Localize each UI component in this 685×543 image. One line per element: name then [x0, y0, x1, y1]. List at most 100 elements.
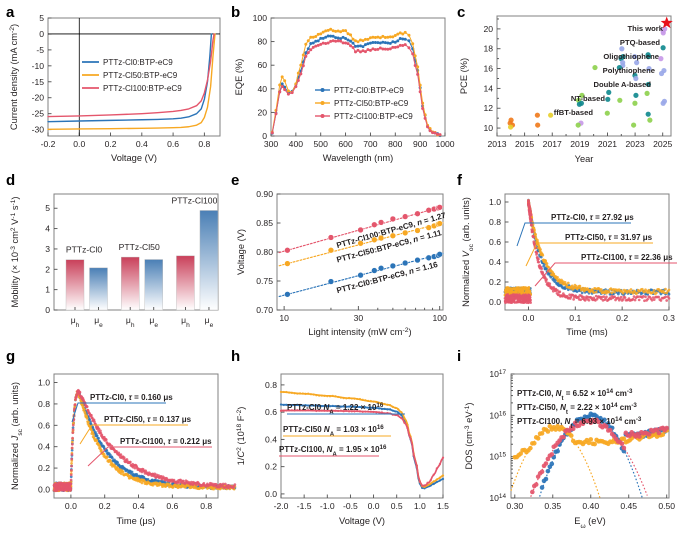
data-point: [570, 426, 576, 432]
data-point: [388, 408, 392, 411]
group-label: PTTz-Cl100: [172, 195, 218, 205]
data-point: [644, 90, 650, 96]
data-point-ring: [371, 221, 378, 228]
x-tick: 700: [363, 139, 378, 149]
data-point: [319, 32, 323, 36]
data-point: [72, 421, 75, 425]
data-point: [306, 47, 310, 51]
data-point: [426, 125, 430, 129]
data-point: [331, 404, 334, 408]
data-point: [441, 474, 445, 477]
tau-annotation: PTTz-Cl100, τ = 0.212 μs: [120, 437, 212, 446]
x-tick: 0.6: [166, 501, 178, 511]
data-point: [283, 79, 287, 83]
y-tick: 0.70: [256, 305, 273, 315]
data-point: [544, 280, 548, 283]
leader-elbow: [71, 402, 90, 423]
x-tick: 400: [289, 139, 304, 149]
data-point: [342, 410, 345, 413]
data-point: [633, 92, 639, 98]
data-point: [397, 414, 400, 417]
data-point: [320, 404, 323, 408]
data-point: [660, 45, 666, 51]
data-point: [507, 124, 514, 130]
data-point: [646, 65, 652, 72]
data-point: [366, 42, 370, 46]
data-point: [74, 398, 77, 402]
category-label: This work: [628, 24, 664, 33]
x-tick: 1000: [435, 139, 454, 149]
data-point: [324, 41, 328, 45]
data-point: [657, 295, 661, 299]
data-point: [334, 404, 337, 408]
data-point: [651, 291, 655, 294]
data-point: [383, 402, 386, 406]
data-point: [279, 403, 283, 406]
x-tick: 30: [354, 313, 364, 323]
nt-annotation: PTTz-Cl50, Nt = 2.22 × 1014 cm-3: [517, 402, 637, 416]
data-point: [293, 403, 296, 407]
data-point: [633, 75, 639, 82]
data-point-ring: [402, 229, 409, 237]
this-work-star: [660, 16, 673, 29]
data-point: [579, 298, 583, 302]
data-point: [280, 82, 284, 86]
data-point: [654, 427, 660, 432]
data-point: [351, 37, 355, 41]
plot-frame: [510, 373, 670, 499]
data-point: [337, 395, 340, 399]
data-point: [92, 433, 95, 436]
data-point: [432, 482, 435, 486]
data-point: [592, 291, 596, 295]
x-axis-label: Wavelength (nm): [323, 153, 393, 163]
y-tick: -25: [32, 109, 45, 119]
data-point: [658, 70, 665, 77]
data-point: [100, 448, 103, 452]
data-point: [70, 464, 73, 468]
data-point: [314, 39, 318, 43]
category-label: NT-based: [571, 94, 606, 103]
legend-label: PTTz-Cl50:BTP-eC9: [334, 99, 409, 108]
data-point: [421, 484, 424, 487]
data-point: [617, 97, 623, 103]
data-point: [337, 404, 340, 408]
x-tick: 2013: [487, 139, 506, 149]
tau-annotation: PTTz-Cl50, τ = 31.97 μs: [565, 233, 653, 242]
mobility-bar: [65, 259, 85, 311]
x-tick: 0.45: [620, 501, 637, 511]
data-point: [373, 48, 377, 52]
data-point: [282, 390, 285, 394]
data-point: [386, 47, 390, 51]
x-tick: 0.0: [65, 501, 77, 511]
panel-h-plot: -2.0 -1.5 -1.0 -0.5 0.0 0.5 1.0 1.5 0.0 0.2 0.4 0.6…: [236, 373, 449, 526]
data-point: [315, 394, 318, 397]
data-point: [364, 405, 367, 409]
data-point: [631, 291, 635, 295]
data-point: [378, 235, 384, 241]
data-point: [380, 411, 384, 414]
data-point: [414, 227, 421, 234]
data-point: [637, 298, 641, 302]
data-point: [378, 46, 382, 50]
data-point: [543, 476, 549, 482]
data-point: [341, 35, 345, 39]
x-tick: 0.0: [522, 313, 534, 323]
data-point: [320, 88, 325, 92]
data-point: [561, 434, 566, 440]
data-point: [646, 297, 650, 301]
data-point: [341, 41, 345, 45]
data-point: [221, 482, 225, 486]
data-point: [413, 54, 417, 58]
data-point: [594, 290, 598, 294]
data-point: [364, 410, 367, 413]
data-point: [304, 404, 307, 407]
data-point: [421, 486, 424, 490]
data-point: [441, 456, 445, 459]
data-point: [102, 452, 106, 456]
data-point-ring: [389, 232, 397, 239]
y-tick: 1: [45, 285, 50, 295]
data-point: [337, 409, 340, 413]
data-point: [285, 390, 288, 394]
x-tick: 0.8: [198, 139, 210, 149]
data-point-ring: [357, 226, 364, 234]
